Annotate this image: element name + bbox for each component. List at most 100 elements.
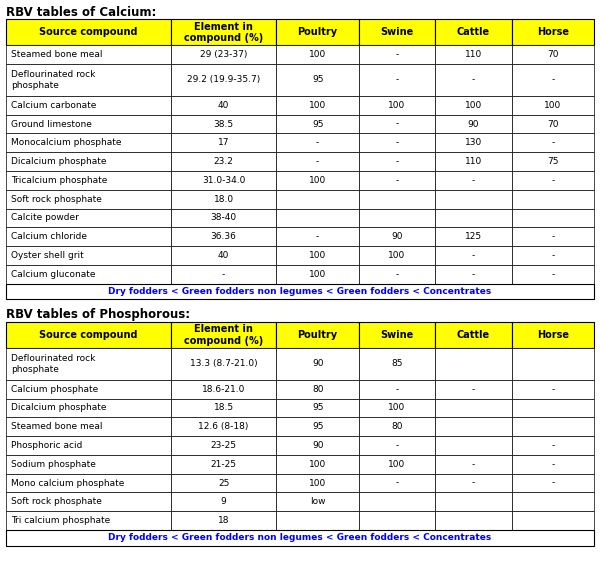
Bar [359,227,435,246]
Bar [277,322,359,348]
Bar [6,530,594,546]
Bar [170,45,277,64]
Text: 110: 110 [465,157,482,166]
Text: 9: 9 [221,497,226,506]
Bar [6,171,170,190]
Bar [6,45,170,64]
Text: 100: 100 [465,101,482,110]
Bar [359,152,435,171]
Bar [359,45,435,64]
Bar [435,322,512,348]
Bar [512,96,594,115]
Bar [277,246,359,265]
Bar [359,474,435,492]
Text: -: - [472,479,475,488]
Text: 13.3 (8.7-21.0): 13.3 (8.7-21.0) [190,359,257,368]
Text: 18.5: 18.5 [214,404,233,413]
Text: -: - [551,479,554,488]
Text: 18.6-21.0: 18.6-21.0 [202,384,245,393]
Text: 130: 130 [465,138,482,147]
Bar [170,436,277,455]
Bar [6,436,170,455]
Text: -: - [395,270,398,279]
Bar [359,20,435,45]
Text: 23-25: 23-25 [211,441,236,450]
Text: 100: 100 [388,101,406,110]
Bar [170,227,277,246]
Bar [170,265,277,284]
Text: 95: 95 [312,120,323,129]
Bar [277,455,359,474]
Text: Sodium phosphate: Sodium phosphate [11,460,95,469]
Text: -: - [395,479,398,488]
Text: -: - [472,270,475,279]
Text: -: - [316,232,319,241]
Bar [277,209,359,227]
Text: 100: 100 [309,479,326,488]
Text: -: - [551,251,554,260]
Bar [170,64,277,96]
Text: Cattle: Cattle [457,28,490,37]
Text: Swine: Swine [380,28,413,37]
Bar [512,474,594,492]
Text: -: - [551,232,554,241]
Text: 17: 17 [218,138,229,147]
Text: Element in
compound (%): Element in compound (%) [184,21,263,43]
Bar [6,209,170,227]
Bar [512,64,594,96]
Bar [359,418,435,436]
Bar [512,418,594,436]
Text: RBV tables of Phosphorous:: RBV tables of Phosphorous: [6,309,190,321]
Text: Swine: Swine [380,330,413,340]
Text: Steamed bone meal: Steamed bone meal [11,422,102,431]
Bar [277,96,359,115]
Bar [6,96,170,115]
Text: Tri calcium phosphate: Tri calcium phosphate [11,516,110,525]
Bar [512,171,594,190]
Text: 80: 80 [391,422,403,431]
Text: Dry fodders < Green fodders non legumes < Green fodders < Concentrates: Dry fodders < Green fodders non legumes … [109,533,491,542]
Bar [6,455,170,474]
Bar [277,20,359,45]
Text: 90: 90 [312,359,323,368]
Bar [435,348,512,380]
Text: 75: 75 [547,157,559,166]
Bar [512,380,594,398]
Text: Deflourinated rock
phosphate: Deflourinated rock phosphate [11,70,95,89]
Bar [512,133,594,152]
Bar [359,265,435,284]
Text: Monocalcium phosphate: Monocalcium phosphate [11,138,121,147]
Text: 18.0: 18.0 [214,194,233,203]
Text: 90: 90 [312,441,323,450]
Bar [512,398,594,418]
Text: Dicalcium phosphate: Dicalcium phosphate [11,157,106,166]
Text: Source compound: Source compound [39,330,137,340]
Bar [6,322,170,348]
Bar [435,20,512,45]
Bar [512,152,594,171]
Text: Mono calcium phosphate: Mono calcium phosphate [11,479,124,488]
Bar [512,455,594,474]
Text: Horse: Horse [537,28,569,37]
Bar [277,115,359,133]
Text: -: - [395,441,398,450]
Bar [512,227,594,246]
Bar [435,96,512,115]
Bar [512,45,594,64]
Text: Poultry: Poultry [298,330,338,340]
Bar [512,190,594,209]
Bar [277,133,359,152]
Text: 100: 100 [309,460,326,469]
Text: 95: 95 [312,404,323,413]
Bar [277,492,359,511]
Bar [6,115,170,133]
Text: -: - [395,138,398,147]
Bar [435,492,512,511]
Bar [435,227,512,246]
Bar [359,246,435,265]
Bar [435,398,512,418]
Bar [6,20,170,45]
Text: Horse: Horse [537,330,569,340]
Text: low: low [310,497,325,506]
Text: Dicalcium phosphate: Dicalcium phosphate [11,404,106,413]
